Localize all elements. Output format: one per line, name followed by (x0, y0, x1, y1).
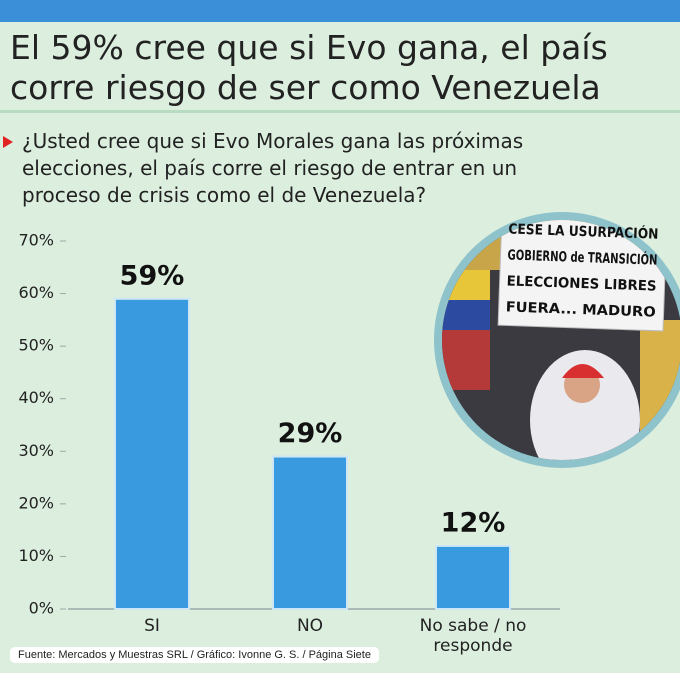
photo-sign-line: GOBIERNO de TRANSICIÓN (507, 245, 658, 268)
photo (434, 212, 680, 468)
value-label: 12% (441, 507, 506, 538)
y-tick-label: 40% (18, 388, 54, 407)
x-tick-label: SI (144, 616, 160, 636)
photo-flag (442, 300, 490, 330)
photo-sign-line: ELECCIONES LIBRES (506, 273, 656, 294)
y-tick-label: 10% (18, 546, 54, 565)
bar (272, 455, 348, 610)
bar (114, 297, 190, 610)
source: Fuente: Mercados y Muestras SRL / Gráfic… (10, 647, 379, 663)
y-tick-label: 0% (29, 599, 54, 618)
question-bullet (3, 136, 13, 148)
value-label: 29% (278, 418, 343, 449)
bar (435, 544, 511, 611)
photo-sign-text: CESE LA USURPACIÓN GOBIERNO de TRANSICIÓN… (505, 219, 658, 320)
title-rule (0, 110, 680, 113)
question: ¿Usted cree que si Evo Morales gana las … (22, 129, 524, 207)
y-tick-label: 50% (18, 336, 54, 355)
photo-helmet (562, 364, 604, 378)
y-tick-label: 70% (18, 231, 54, 250)
photo-sign-line: CESE LA USURPACIÓN (508, 219, 659, 242)
value-label: 59% (120, 260, 185, 291)
y-tick-label: 20% (18, 493, 54, 512)
x-tick-label: NO (296, 616, 324, 636)
y-tick-label: 60% (18, 283, 54, 302)
top-bar (0, 0, 680, 22)
y-tick-label: 30% (18, 441, 54, 460)
photo-sign-line: FUERA... MADURO (505, 299, 656, 320)
chart-title: El 59% cree que si Evo gana, el país cor… (10, 28, 608, 107)
x-tick-label: No sabe / no responde (419, 616, 527, 656)
